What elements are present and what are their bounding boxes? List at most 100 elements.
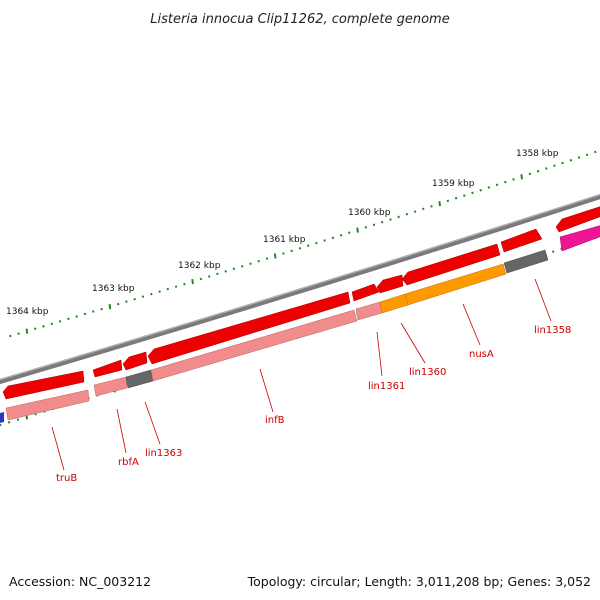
outer-scale-ticks [9, 150, 597, 338]
cds-arrow[interactable] [376, 274, 404, 294]
outer-scale-tick [569, 159, 573, 162]
gene-label-lin1361: lin1361 [368, 381, 405, 392]
outer-scale-tick [125, 300, 128, 303]
outer-scale-tick [585, 153, 589, 157]
outer-scale-tick [380, 220, 384, 224]
outer-scale-tick [487, 186, 491, 189]
outer-scale-tick [323, 239, 326, 242]
kbp-label-1360: 1360 kbp [348, 208, 391, 218]
kbp-label-1359: 1359 kbp [432, 179, 475, 189]
outer-scale-tick [133, 297, 136, 301]
gene-label-rbfA: rbfA [118, 457, 139, 468]
blue-category-block[interactable] [0, 412, 4, 423]
outer-scale-tick [67, 317, 70, 321]
outer-scale-tick [92, 310, 95, 313]
kbp-label-1363: 1363 kbp [92, 284, 135, 294]
outer-scale-tick [479, 188, 482, 192]
kbp-label-1364: 1364 kbp [6, 307, 49, 317]
inner-scale-tick [0, 423, 2, 427]
outer-scale-tick [116, 302, 120, 306]
outer-scale-tick [33, 327, 37, 330]
outer-scale-tick [42, 325, 45, 328]
cds-arrow[interactable] [2, 370, 85, 400]
gene-lin1363-block[interactable] [125, 369, 154, 389]
outer-scale-tick [306, 244, 310, 247]
outer-scale-tick [50, 322, 54, 326]
outer-scale-tick [504, 180, 507, 184]
gene-label-nusA: nusA [469, 349, 494, 360]
gene-lin1361-block[interactable] [355, 301, 383, 321]
outer-scale-tick [528, 172, 532, 176]
gene-label-truB: truB [56, 473, 77, 484]
gene-label-lin1358: lin1358 [534, 325, 571, 336]
gene-label-leaders [51, 278, 552, 471]
outer-scale-tick [422, 207, 425, 211]
outer-scale-tick [58, 320, 62, 323]
gene-lin1358-block[interactable] [503, 249, 549, 274]
outer-scale-tick [364, 226, 368, 229]
gene-rbfA-block[interactable] [93, 376, 128, 397]
gene-truB-block[interactable] [5, 389, 90, 421]
outer-scale-tick [454, 196, 458, 200]
cds-arrow[interactable] [351, 283, 380, 302]
cds-arrow[interactable] [92, 359, 123, 378]
outer-scale-tick [495, 183, 499, 187]
map-title: Listeria innocua Clip11262, complete gen… [150, 12, 449, 27]
other-category-block[interactable] [559, 225, 600, 252]
cds-arrow[interactable] [147, 291, 351, 365]
outer-scale-tick [17, 332, 20, 335]
gene-lin1360-block[interactable] [379, 293, 409, 314]
outer-scale-tick [520, 174, 523, 180]
inner-scale-tick [7, 421, 11, 424]
outer-scale-tick [224, 270, 227, 273]
outer-scale-tick [108, 303, 112, 310]
outer-scale-tick [166, 287, 170, 291]
outer-scale-tick [249, 262, 252, 265]
outer-scale-tick [9, 334, 12, 338]
outer-scale-tick [273, 253, 277, 259]
kbp-label-1361: 1361 kbp [263, 235, 306, 245]
gene-label-infB: infB [265, 415, 285, 426]
genome-backbone [0, 193, 600, 385]
gene-infB-block[interactable] [150, 309, 358, 382]
outer-scale-tick [265, 257, 269, 260]
cds-ring [2, 206, 600, 400]
gene-nusA-block[interactable] [404, 263, 507, 306]
outer-scale-tick [83, 312, 87, 316]
outer-scale-tick [100, 307, 103, 311]
outer-scale-tick [463, 194, 466, 197]
cds-arrow[interactable] [401, 243, 501, 286]
gene-label-lin1363: lin1363 [145, 448, 182, 459]
outer-scale-tick [577, 156, 581, 159]
outer-scale-tick [290, 249, 293, 253]
outer-scale-tick [282, 252, 285, 255]
outer-scale-tick [141, 295, 145, 298]
outer-scale-tick [216, 272, 219, 276]
outer-scale-tick [240, 265, 244, 268]
accession-text: Accession: NC_003212 [9, 574, 151, 589]
outer-scale-tick [536, 169, 540, 173]
outer-scale-tick [553, 164, 556, 167]
cds-arrow[interactable] [500, 228, 543, 253]
outer-scale-tick [405, 212, 409, 216]
outer-scale-tick [372, 223, 376, 227]
outer-scale-tick [257, 259, 260, 263]
category-ring [0, 225, 600, 423]
outer-scale-tick [339, 234, 343, 237]
outer-scale-tick [207, 275, 211, 278]
outer-scale-tick [446, 199, 450, 203]
outer-scale-tick [158, 290, 161, 293]
outer-scale-tick [356, 227, 359, 233]
genome-summary-text: Topology: circular; Length: 3,011,208 bp… [247, 574, 591, 589]
cds-arrow[interactable] [555, 206, 600, 233]
outer-scale-tick [397, 215, 400, 219]
outer-scale-tick [471, 191, 474, 195]
genome-backbone-highlight [0, 193, 600, 381]
outer-scale-tick [150, 292, 153, 296]
outer-scale-tick [413, 210, 417, 213]
inner-scale-tick [16, 418, 20, 421]
outer-scale-tick [545, 167, 548, 170]
outer-scale-tick [594, 150, 597, 154]
outer-scale-tick [315, 241, 318, 245]
cds-arrow[interactable] [122, 351, 148, 371]
